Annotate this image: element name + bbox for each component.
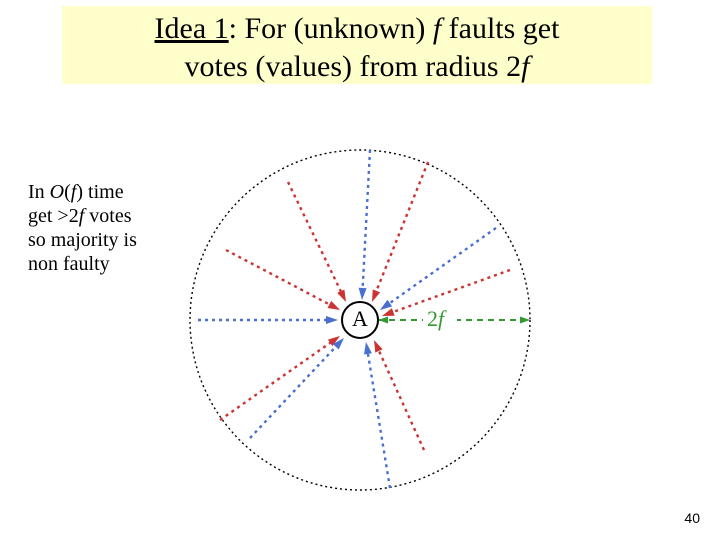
vote-arrow (250, 343, 339, 438)
vote-arrow-head (359, 288, 367, 300)
title-line-2: votes (values) from radius 2f (70, 48, 644, 86)
vote-arrow (389, 270, 510, 314)
radius-arrow-head (520, 317, 530, 324)
vote-arrow (367, 349, 390, 488)
vote-arrow-head (364, 342, 372, 354)
page-number: 40 (684, 510, 700, 526)
vote-arrow (362, 150, 370, 293)
title-underlined: Idea 1 (155, 12, 229, 45)
vote-arrow-head (328, 301, 340, 310)
vote-arrow (220, 340, 334, 420)
radius-label: 2f (427, 306, 447, 331)
radius-arrow-head (378, 317, 388, 324)
side-line-1: In O(f) time (28, 180, 198, 204)
center-node-label: A (352, 306, 368, 331)
side-line-3: so majority is (28, 228, 198, 252)
title-line-1: Idea 1: For (unknown) f faults get (70, 10, 644, 48)
side-line-2: get >2f votes (28, 204, 198, 228)
vote-arrow (288, 182, 343, 296)
vote-arrow (377, 347, 424, 450)
vote-arrow (386, 228, 496, 306)
side-note: In O(f) time get >2f votes so majority i… (28, 180, 198, 276)
vote-arrow (375, 162, 428, 295)
side-line-4: non faulty (28, 252, 198, 276)
vote-arrow-head (326, 316, 338, 324)
vote-arrow-head (374, 340, 383, 353)
radius-diagram: A 2f (180, 120, 620, 520)
vote-arrow-head (382, 308, 395, 316)
title-box: Idea 1: For (unknown) f faults get votes… (62, 6, 652, 84)
vote-arrow-head (337, 289, 346, 302)
vote-arrow (226, 250, 334, 307)
vote-arrow-head (372, 289, 380, 302)
